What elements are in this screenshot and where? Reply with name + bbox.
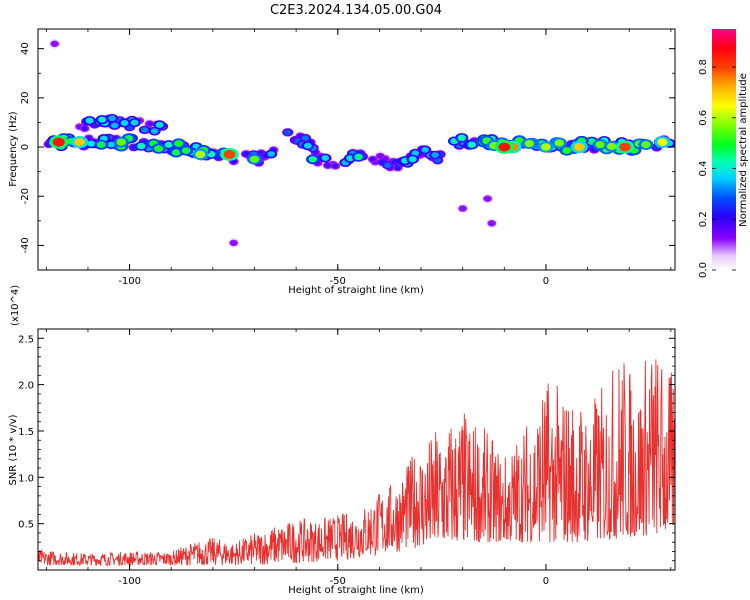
spectrogram-xlabel: Height of straight line (km) [288,285,424,296]
x-tick-label: -100 [118,576,141,587]
x-tick-label: 0 [543,276,549,287]
colorbar-tick-label: 0.2 [698,211,709,227]
spectral-blob [164,141,173,148]
spectral-blob [606,142,617,150]
spectral-blob [231,240,237,246]
colorbar-tick-label: 0.8 [698,59,709,75]
y-tick-label: -20 [20,188,31,204]
snr-panel: -100 -50 0 0.5 1.0 1.5 2.0 2.5 Height of straig… [8,285,676,596]
spectral-blob [171,149,181,156]
spectral-blob [411,150,420,157]
spectral-blob [595,141,605,149]
spectral-blob [573,143,585,151]
spectral-blob [457,134,466,141]
spectral-blob [87,140,96,147]
y-tick-label: 1.0 [18,473,34,484]
spectral-blob [484,196,491,201]
spectral-blob [249,155,260,163]
spectral-blob [284,129,292,136]
y-tick-label: 0.5 [18,520,34,531]
colorbar: 0.0 0.2 0.4 0.6 0.8 Normalized spectral ampl… [698,29,749,278]
y-tick-label: -40 [20,237,31,253]
spectral-blob [554,139,565,147]
spectral-blob [431,152,439,158]
spectral-blob [141,127,149,133]
spectral-blob [384,162,392,168]
spectral-blob [96,141,106,148]
spectral-blob [489,221,495,226]
spectral-blob [267,151,276,157]
spectral-blob [155,121,164,128]
spectrogram-ylabel: Frequency (Hz) [8,111,19,187]
spectral-blob [467,141,476,148]
snr-ticks: -100 -50 0 0.5 1.0 1.5 2.0 2.5 [18,329,675,587]
spectral-blob [223,150,236,159]
spectral-blob [146,121,153,127]
y-tick-label: 0 [20,144,31,150]
spectral-blob [460,206,466,211]
spectral-blob [107,141,116,148]
spectral-blob [85,117,94,124]
y-tick-label: 2.0 [18,381,34,392]
y-tick-label: 20 [20,91,31,104]
spectral-blob [324,163,331,168]
x-tick-label: -100 [118,276,141,287]
spectral-blob [303,142,312,149]
snr-ylabel: SNR (10 * v/v) [8,414,19,485]
colorbar-tick-label: 0.4 [698,161,709,177]
y-tick-label: 1.5 [18,427,34,438]
spectral-blob [130,119,139,126]
spectral-blob [74,138,85,147]
spectral-blob [421,146,430,153]
colorbar-tick-label: 0.6 [698,110,709,126]
snr-scale-label: (x10^4) [10,285,21,326]
figure-title: C2E3.2024.134.05.00.G04 [270,3,442,18]
y-tick-label: 40 [20,42,31,55]
spectral-blob [120,120,129,126]
spectral-blob [619,142,631,152]
snr-series-line [38,359,675,567]
colorbar-tick-label: 0.0 [698,262,709,278]
spectral-blob [181,147,191,154]
spectral-blob [524,140,534,148]
spectral-blob [308,156,317,163]
spectral-blob [154,145,164,153]
spectral-blob [562,147,572,154]
spectral-blob [52,137,65,147]
spectral-blob [110,122,119,129]
x-tick-label: -50 [330,576,346,587]
spectral-blob [52,41,58,46]
spectral-blob [195,150,206,159]
colorbar-label: Normalized spectral amplitude [738,73,749,227]
spectral-blob [137,142,146,150]
spectral-blob [657,138,668,147]
spectral-blob [301,135,309,141]
spectral-blob [174,140,184,147]
colorbar-ticks: 0.0 0.2 0.4 0.6 0.8 [698,59,736,278]
colorbar-gradient [712,29,736,270]
spectrogram-panel: -100 -50 0 -40 -20 0 20 40 Height of straight l… [8,28,676,296]
spectral-blob [150,128,159,135]
spectrogram-ticks: -100 -50 0 -40 -20 0 20 40 [20,29,675,287]
x-tick-label: 0 [543,576,549,587]
x-tick-label: -50 [330,276,346,287]
spectral-blob [98,116,107,123]
spectral-blob [81,126,88,131]
spectrogram-heatmap [43,38,675,248]
spectral-blob [498,142,511,152]
spectrogram-frame [37,28,676,271]
spectral-blob [369,156,376,162]
spectral-blob [541,143,551,151]
spectral-blob [108,115,116,122]
spectral-blob [641,141,651,149]
snr-xlabel: Height of straight line (km) [288,585,424,596]
spectral-blob [377,153,384,159]
spectral-blob [332,163,339,169]
spectral-blob [408,156,417,163]
spectral-blob [116,138,127,146]
y-tick-label: 2.5 [18,334,34,345]
spectral-blob [354,153,363,161]
spectral-blob [321,155,330,161]
